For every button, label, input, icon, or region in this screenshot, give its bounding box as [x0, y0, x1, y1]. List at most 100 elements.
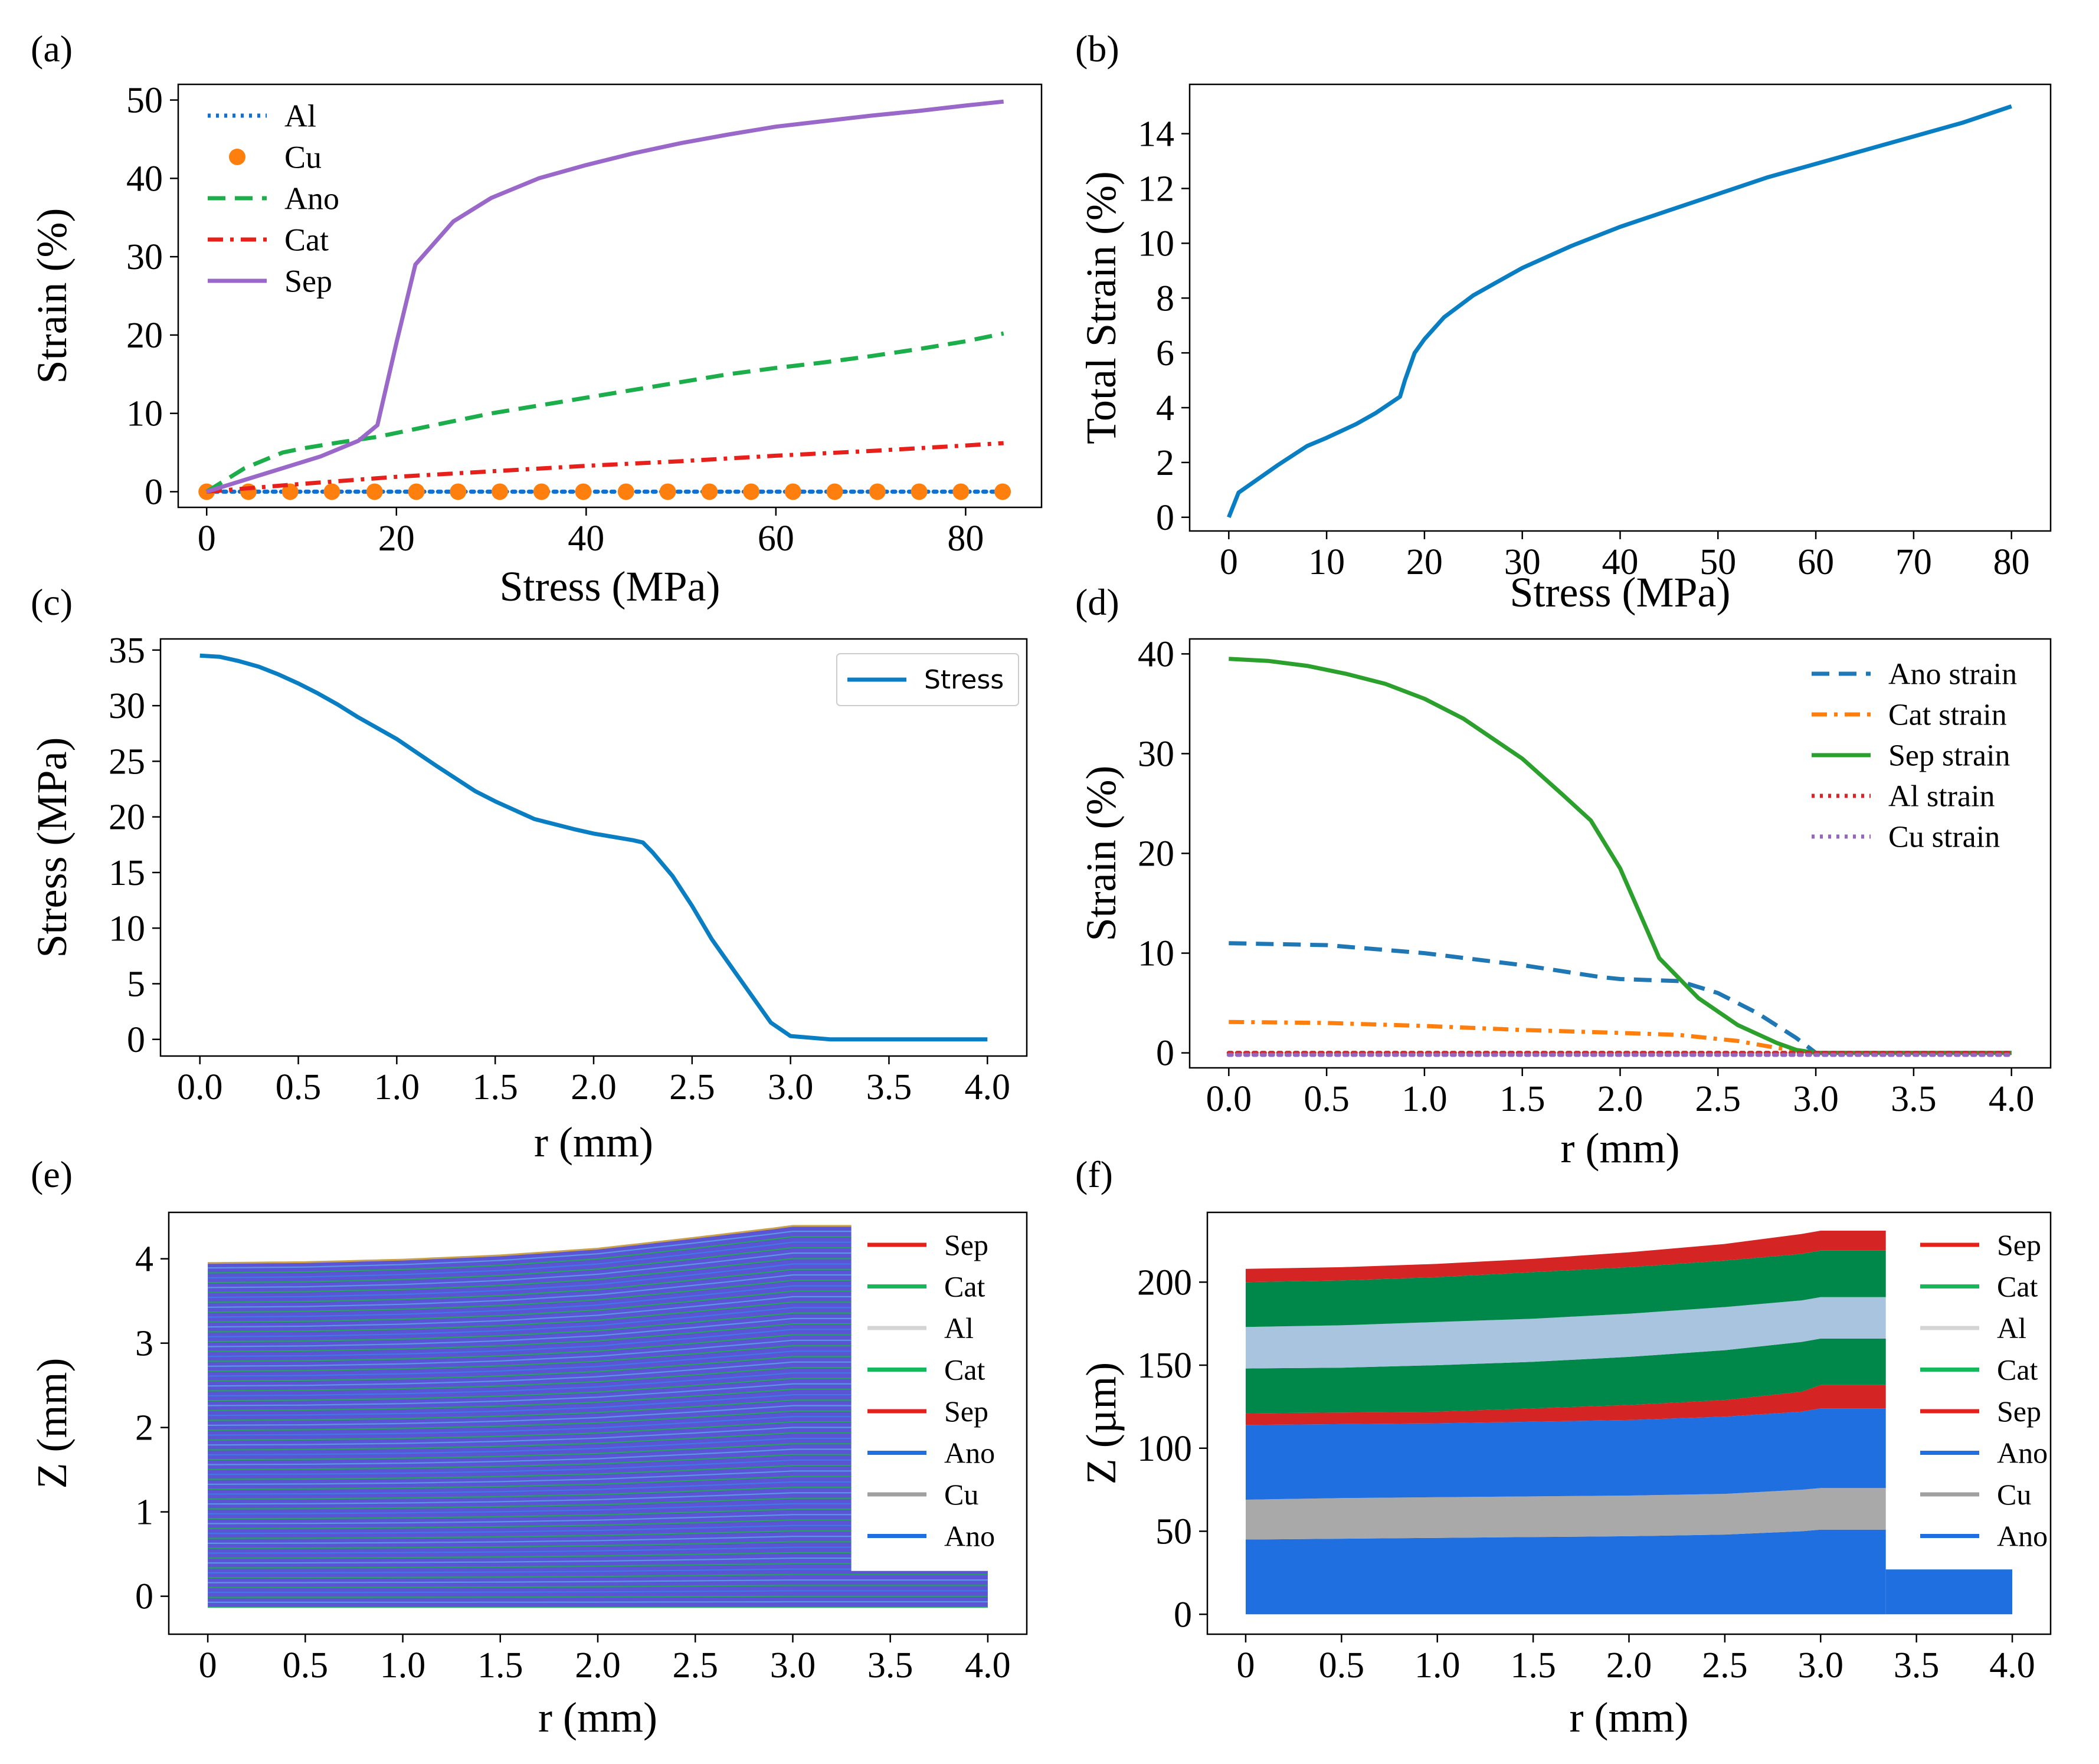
panel-label: (b) [1075, 28, 1119, 70]
x-tick-label: 2.5 [1695, 1079, 1741, 1119]
layer-al-area [1246, 1297, 1886, 1369]
legend-label: Sep [1997, 1395, 2041, 1428]
layer-line [208, 1280, 852, 1313]
x-tick-label: 4.0 [965, 1645, 1011, 1686]
x-tick-label: 10 [1308, 542, 1345, 582]
legend-label: Ano [284, 181, 339, 216]
layer-ano-area [1246, 1529, 1886, 1615]
layer-line [208, 1307, 852, 1337]
layer-line [208, 1339, 852, 1367]
series-total-line [1227, 104, 2012, 519]
x-axis-label: r (mm) [1561, 1124, 1680, 1172]
panel-label: (e) [31, 1153, 73, 1195]
x-tick-label: 3.0 [770, 1645, 816, 1686]
layer-sep-area [1246, 1385, 1886, 1425]
x-tick-label: 3.0 [768, 1067, 814, 1107]
x-tick-label: 70 [1895, 542, 1932, 582]
layer-line [208, 1394, 852, 1417]
layer-line [208, 1241, 852, 1278]
x-tick-label: 2.0 [1597, 1079, 1643, 1119]
panel-e-layer-lines: 0 0.5 1.0 1.5 2.0 2.5 3.0 3.5 4.0 0 1 2 3 4 r (mm) Z (m… [28, 1153, 1028, 1741]
series-ano-strain-line [1229, 941, 2012, 1055]
x-tick-label: 0.5 [1304, 1079, 1350, 1119]
layer-line [208, 1378, 852, 1402]
series-cu-marker [743, 483, 760, 500]
series-cat-strain-line [1229, 1019, 2012, 1055]
y-tick-label: 3 [135, 1324, 153, 1364]
layer-line [208, 1290, 852, 1323]
panel-label: (f) [1075, 1153, 1113, 1195]
layer-cu-area [1246, 1488, 1886, 1540]
layer-line [208, 1519, 852, 1529]
layer-line [208, 1296, 852, 1328]
x-tick-label: 2.0 [1606, 1645, 1652, 1686]
layer-line [208, 1448, 852, 1465]
layer-line [208, 1573, 988, 1579]
series-cu-marker [826, 483, 843, 500]
x-tick-label: 2.5 [1702, 1645, 1748, 1686]
legend-label: Cu [1997, 1478, 2031, 1511]
y-tick-label: 15 [109, 853, 145, 893]
layer-line [208, 1585, 988, 1588]
x-tick-label: 3.5 [866, 1067, 912, 1107]
x-tick-label: 20 [1406, 542, 1443, 582]
x-axis-label: Stress (MPa) [500, 563, 721, 610]
axes-frame [1188, 83, 2052, 532]
y-tick-label: 20 [1138, 834, 1174, 874]
legend-label: Cat [944, 1353, 985, 1386]
y-tick-label: 5 [127, 965, 145, 1005]
layer-line [208, 1405, 852, 1426]
layer-line [208, 1383, 852, 1406]
x-tick-label: 80 [947, 519, 984, 559]
y-tick-label: 6 [1156, 333, 1174, 373]
layer-line [208, 1563, 852, 1569]
layer-line [208, 1503, 852, 1514]
series-cu-marker [701, 483, 718, 500]
series-sep-line [206, 99, 1004, 494]
y-tick-label: 8 [1156, 278, 1174, 319]
y-tick-label: 30 [109, 686, 145, 726]
series-stress-line [199, 653, 988, 1042]
legend-label: Cu strain [1888, 821, 2000, 854]
layer-line [208, 1268, 852, 1303]
y-tick-label: 12 [1138, 169, 1174, 209]
legend-label: Cu [944, 1478, 978, 1511]
layer-line [208, 1476, 852, 1490]
series-cu-marker [492, 483, 509, 500]
y-axis-label: Total Strain (%) [1078, 171, 1125, 444]
layer-line [208, 1541, 852, 1549]
layer-line [208, 1530, 852, 1539]
layer-line [208, 1437, 852, 1455]
y-tick-label: 25 [109, 742, 145, 782]
legend-label: Ano [944, 1437, 995, 1470]
x-axis-label: r (mm) [534, 1119, 653, 1166]
y-tick-label: 0 [1156, 1034, 1174, 1074]
y-tick-label: 30 [126, 237, 163, 277]
x-tick-label: 80 [1993, 542, 2030, 582]
series-sep-strain-line [1229, 657, 2012, 1055]
x-axis-label: Stress (MPa) [1510, 569, 1731, 616]
y-tick-label: 0 [145, 473, 163, 513]
layer-line [208, 1454, 852, 1470]
y-axis-label: Strain (%) [28, 208, 76, 384]
x-tick-label: 50 [1699, 542, 1736, 582]
layer-line [208, 1410, 852, 1431]
y-tick-label: 2 [135, 1408, 153, 1448]
y-tick-label: 50 [1155, 1512, 1192, 1552]
layer-cat-area [1246, 1338, 1886, 1414]
x-tick-label: 1.5 [472, 1067, 518, 1107]
layer-ano-area [1246, 1408, 1886, 1500]
legend-label: Cat [284, 222, 329, 257]
layer-line [208, 1508, 852, 1520]
layer-line [208, 1231, 852, 1269]
axes-frame [177, 83, 1043, 509]
layer-line [208, 1258, 852, 1293]
y-tick-label: 40 [126, 159, 163, 199]
layer-line [208, 1481, 852, 1495]
layer-line [208, 1568, 852, 1573]
x-tick-label: 1.5 [477, 1645, 523, 1686]
series-cu-marker [952, 483, 970, 500]
stack-top-edge [208, 1225, 852, 1264]
x-axis-label: r (mm) [1570, 1694, 1689, 1741]
layer-line [208, 1427, 852, 1446]
